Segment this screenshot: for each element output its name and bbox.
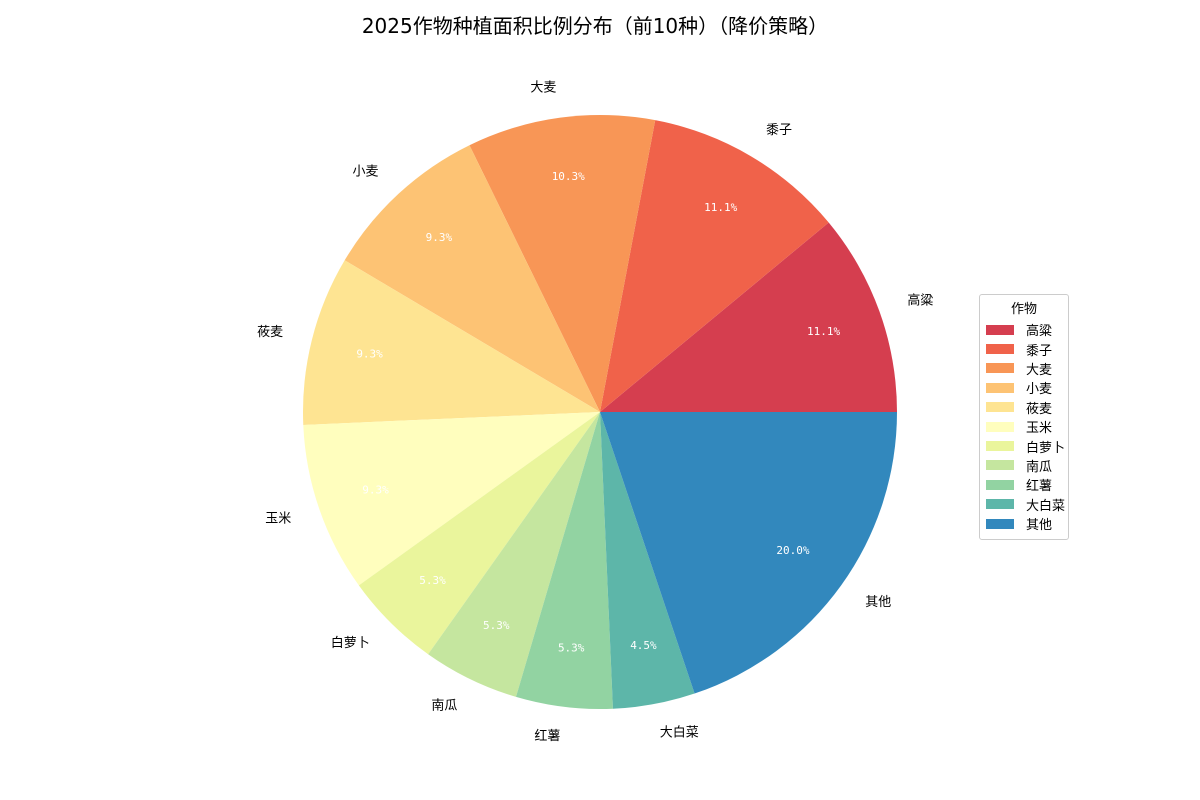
- pie-slice-2: [469, 115, 656, 412]
- percent-label-8: 5.3%: [558, 641, 585, 654]
- legend-item-7: 南瓜: [986, 456, 1062, 475]
- legend-swatch-5: [986, 421, 1014, 432]
- pie-slice-1: [600, 120, 829, 412]
- pie-slice-3: [344, 145, 600, 412]
- legend-label-0: 高粱: [1026, 324, 1053, 340]
- pie-slice-8: [516, 412, 613, 709]
- legend-label-1: 黍子: [1026, 343, 1053, 359]
- category-label-0: 高粱: [907, 293, 933, 309]
- percent-label-7: 5.3%: [483, 619, 510, 632]
- legend-label-4: 莜麦: [1026, 401, 1053, 417]
- legend-label-6: 白萝卜: [1026, 440, 1066, 456]
- legend-swatch-1: [986, 344, 1014, 355]
- legend-item-2: 大麦: [986, 359, 1062, 378]
- legend-item-1: 黍子: [986, 339, 1062, 359]
- category-label-9: 大白菜: [660, 725, 699, 741]
- pie-slices: [303, 115, 897, 709]
- percent-label-1: 11.1%: [704, 201, 737, 214]
- legend-swatch-10: [986, 518, 1014, 529]
- category-label-2: 大麦: [530, 81, 556, 96]
- category-label-8: 红薯: [534, 728, 560, 744]
- pie-slice-6: [358, 412, 600, 655]
- percent-label-2: 10.3%: [552, 170, 585, 183]
- percent-label-5: 9.3%: [362, 483, 389, 496]
- legend-item-9: 大白菜: [986, 495, 1066, 514]
- legend-item-5: 玉米: [986, 417, 1062, 436]
- legend-swatch-3: [986, 382, 1014, 393]
- legend-swatch-4: [986, 402, 1014, 413]
- legend-swatch-2: [986, 363, 1014, 374]
- legend-label-9: 大白菜: [1026, 498, 1066, 514]
- category-label-10: 其他: [865, 595, 891, 610]
- category-label-6: 白萝卜: [331, 635, 370, 651]
- legend-label-2: 大麦: [1026, 362, 1053, 378]
- legend-swatch-8: [986, 479, 1014, 490]
- legend-swatch-6: [986, 441, 1014, 452]
- percent-label-3: 9.3%: [426, 231, 453, 244]
- percent-label-0: 11.1%: [807, 325, 840, 338]
- legend-label-10: 其他: [1026, 518, 1053, 534]
- legend-items: 高粱黍子大麦小麦莜麦玉米白萝卜南瓜红薯大白菜其他: [986, 320, 1066, 533]
- category-label-4: 莜麦: [257, 325, 283, 340]
- chart-title: 2025作物种植面积比例分布（前10种）（降价策略）: [361, 14, 829, 38]
- percent-label-10: 20.0%: [776, 544, 809, 557]
- category-label-1: 黍子: [766, 123, 792, 138]
- pie-slice-5: [303, 412, 600, 586]
- legend-swatch-9: [986, 499, 1014, 510]
- percent-label-4: 9.3%: [356, 348, 383, 361]
- percent-labels: 11.1% 11.1% 10.3% 9.3% 9.3% 9.3% 5.3% 5.3% 5.3% 4…: [356, 170, 840, 654]
- pie-slice-9: [600, 412, 695, 709]
- legend-item-4: 莜麦: [986, 398, 1062, 417]
- percent-label-9: 4.5%: [630, 639, 657, 652]
- legend-swatch-7: [986, 460, 1014, 471]
- legend-item-8: 红薯: [986, 475, 1062, 494]
- legend-label-3: 小麦: [1026, 382, 1053, 398]
- legend-title: 作物: [1010, 302, 1037, 317]
- legend-item-0: 高粱: [986, 320, 1062, 339]
- legend: 作物 高粱黍子大麦小麦莜麦玉米白萝卜南瓜红薯大白菜其他: [979, 294, 1069, 541]
- legend-label-5: 玉米: [1026, 421, 1053, 437]
- legend-label-8: 红薯: [1026, 479, 1053, 495]
- legend-item-10: 其他: [986, 514, 1062, 533]
- pie-slice-10: [600, 412, 897, 694]
- legend-label-7: 南瓜: [1026, 459, 1053, 475]
- category-label-7: 南瓜: [431, 697, 457, 713]
- pie-slice-7: [428, 412, 600, 697]
- category-label-5: 玉米: [265, 511, 291, 526]
- legend-item-3: 小麦: [986, 378, 1062, 397]
- pie-slice-0: [600, 222, 897, 412]
- legend-item-6: 白萝卜: [986, 436, 1066, 456]
- pie-slice-4: [303, 260, 600, 425]
- category-label-3: 小麦: [353, 164, 379, 179]
- percent-label-6: 5.3%: [419, 574, 446, 587]
- legend-swatch-0: [986, 324, 1014, 335]
